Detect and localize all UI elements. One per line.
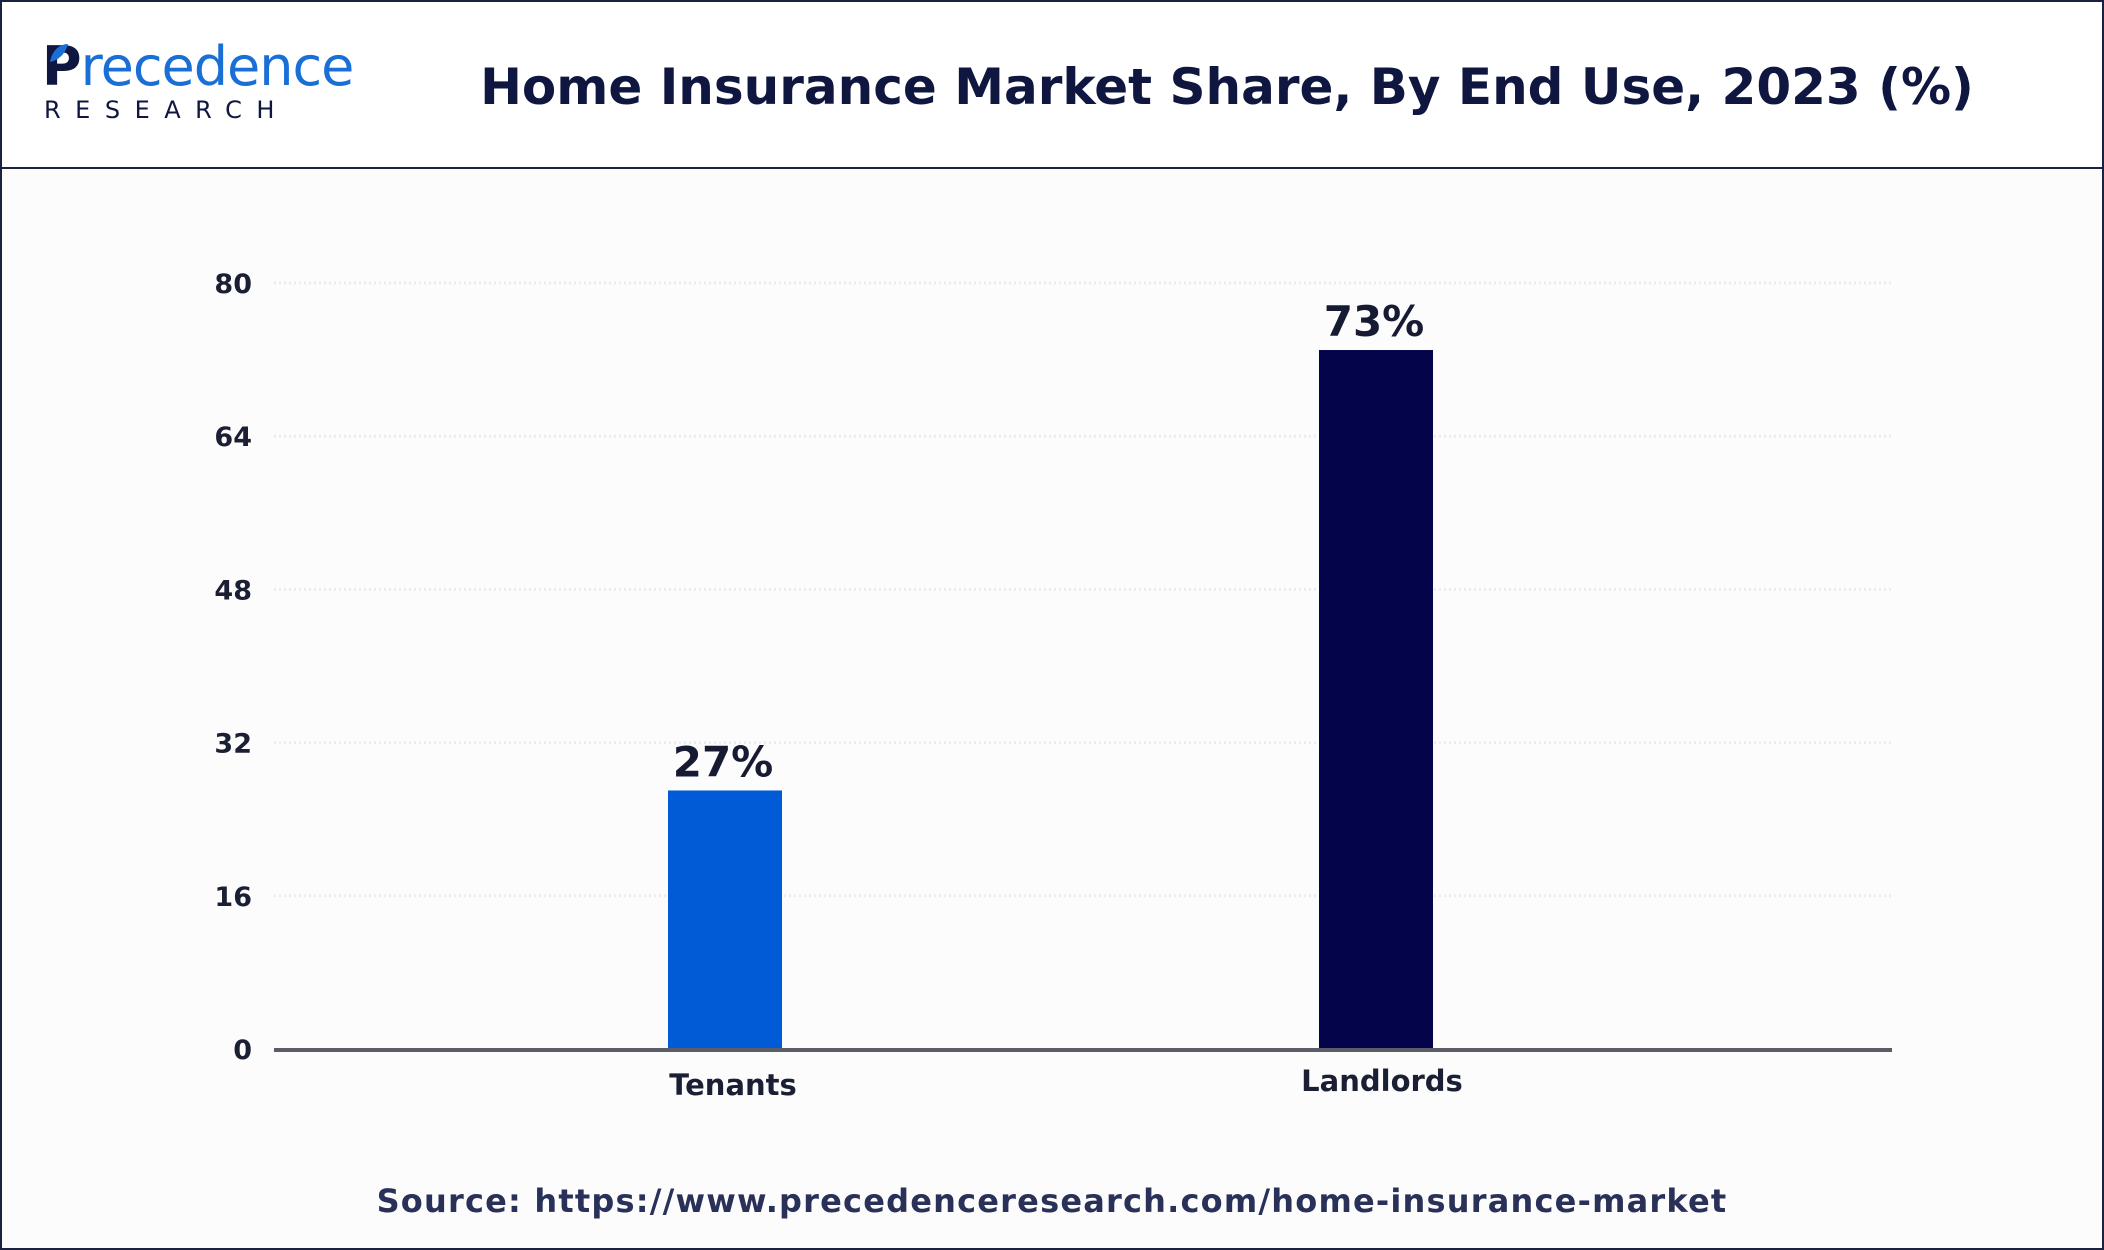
logo-subtitle: RESEARCH <box>44 96 289 124</box>
bar-tenants <box>668 790 782 1049</box>
bar-chart: 0 16 32 48 64 80 27% 73% Tenants Landlords <box>214 269 1892 1102</box>
x-tick-label-tenants: Tenants <box>669 1068 797 1102</box>
bar-landlords <box>1319 350 1433 1049</box>
logo-wordmark: Precedence <box>42 40 354 94</box>
bars <box>668 350 1433 1049</box>
header: Precedence RESEARCH Home Insurance Marke… <box>2 2 2102 169</box>
y-tick-label: 32 <box>214 729 252 760</box>
leaf-icon <box>50 44 68 62</box>
y-tick-label: 48 <box>214 575 252 606</box>
y-tick-label: 64 <box>214 422 252 453</box>
chart-title: Home Insurance Market Share, By End Use,… <box>480 58 1974 116</box>
y-axis-ticks: 0 16 32 48 64 80 <box>214 269 252 1066</box>
data-label-tenants: 27% <box>673 737 774 786</box>
x-axis-ticks: Tenants Landlords <box>669 1064 1463 1102</box>
data-label-landlords: 73% <box>1324 297 1425 346</box>
source-note: Source: https://www.precedenceresearch.c… <box>376 1182 1728 1220</box>
grid-layer <box>274 281 1892 898</box>
y-tick-label: 80 <box>214 269 252 300</box>
y-tick-label: 16 <box>214 882 252 913</box>
logo-word: recedence <box>80 35 355 98</box>
y-tick-label: 0 <box>233 1035 252 1066</box>
precedence-research-logo: Precedence RESEARCH <box>38 40 354 130</box>
chart-area: 0 16 32 48 64 80 27% 73% Tenants Landlords <box>2 169 2102 1169</box>
data-labels: 27% 73% <box>673 297 1425 786</box>
x-tick-label-landlords: Landlords <box>1301 1064 1463 1098</box>
